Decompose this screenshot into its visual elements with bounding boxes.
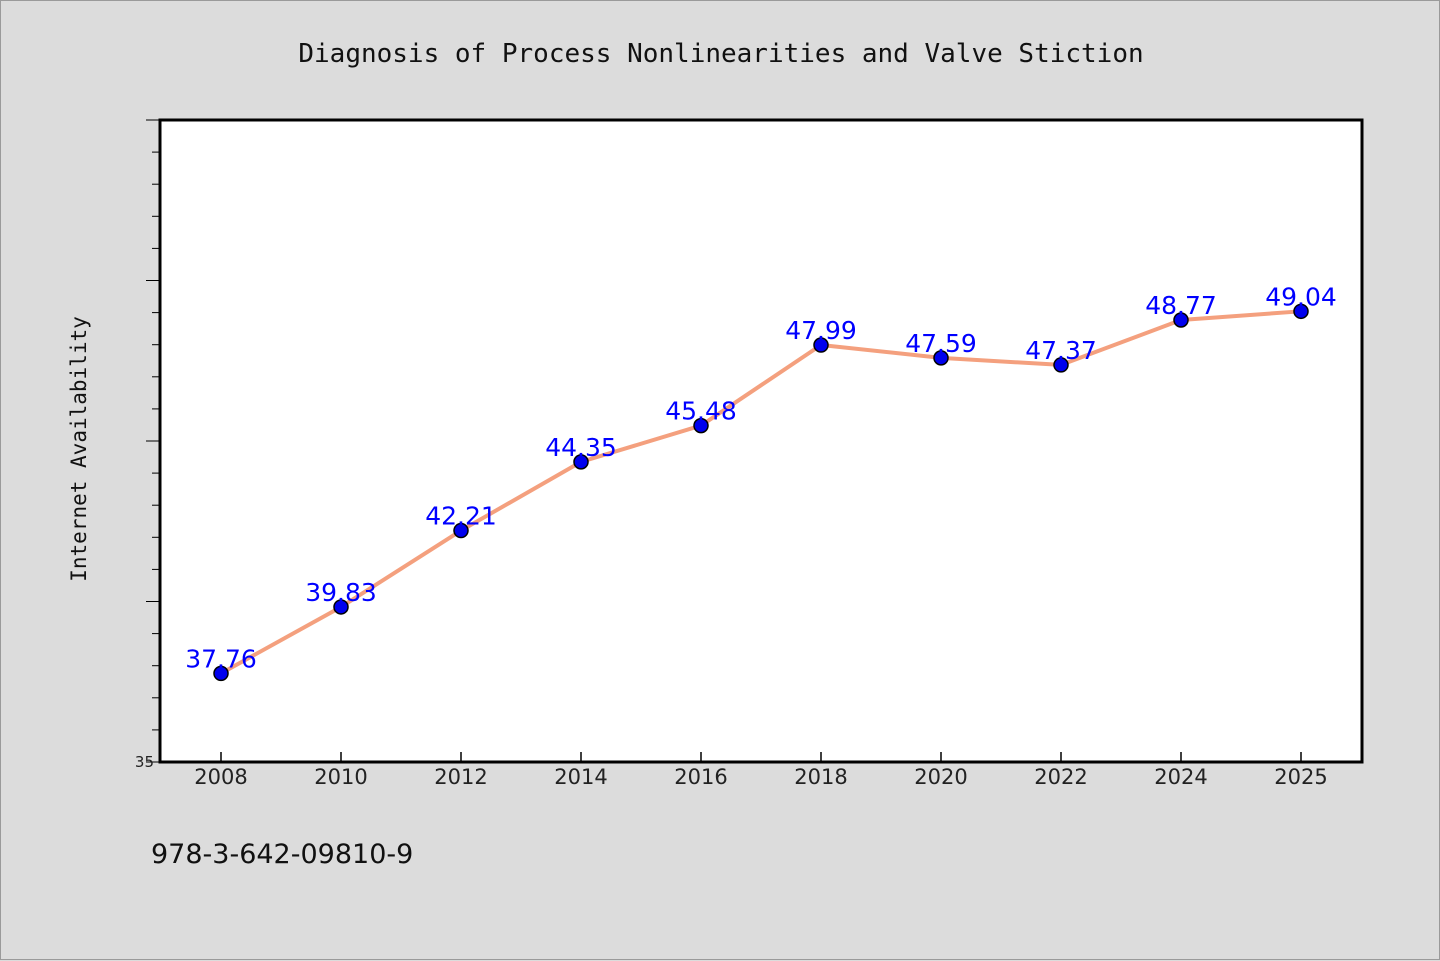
data-point	[573, 454, 589, 470]
data-label: 45.48	[665, 397, 737, 426]
x-tick-label: 2012	[434, 765, 487, 789]
data-label: 48.77	[1145, 291, 1217, 320]
series-layer: 37.76 39.83 42.21 44.35 45.48 47.99 47.59 47.37…	[185, 282, 1337, 682]
data-point	[453, 522, 469, 539]
chart-title: Diagnosis of Process Nonlinearities and …	[298, 39, 1143, 69]
data-label: 44.35	[545, 433, 617, 462]
data-label: 47.37	[1025, 336, 1097, 365]
x-axis: 2008 2010 2012 2014 2016 2018 2020 2022 2024 2025	[194, 752, 1328, 789]
data-label: 42.21	[425, 502, 497, 531]
series-line	[220, 309, 1302, 676]
data-label: 37.76	[185, 644, 257, 673]
data-point	[933, 350, 949, 366]
plot-area	[158, 118, 1364, 764]
x-tick-label: 2018	[794, 765, 847, 789]
y-axis: 35	[135, 119, 160, 771]
y-tick-label: 35	[135, 753, 154, 771]
data-label: 39.83	[305, 578, 377, 607]
y-axis-label: Internet Availability	[67, 316, 91, 582]
data-point	[813, 337, 829, 353]
x-tick-label: 2008	[194, 765, 247, 789]
isbn-text: 978-3-642-09810-9	[151, 839, 413, 870]
x-tick-label: 2010	[314, 765, 367, 789]
data-point	[693, 417, 709, 434]
data-point	[1293, 303, 1309, 320]
data-label: 47.99	[785, 316, 857, 345]
x-tick-label: 2024	[1154, 765, 1207, 789]
data-label: 49.04	[1265, 282, 1337, 311]
x-tick-label: 2014	[554, 765, 607, 789]
data-point	[1173, 312, 1189, 328]
data-point	[213, 665, 229, 682]
x-tick-label: 2016	[674, 765, 727, 789]
data-point	[333, 599, 349, 615]
data-label: 47.59	[905, 329, 977, 358]
x-tick-label: 2025	[1274, 765, 1327, 789]
x-tick-label: 2020	[914, 765, 967, 789]
x-tick-label: 2022	[1034, 765, 1087, 789]
data-point	[1053, 357, 1069, 373]
